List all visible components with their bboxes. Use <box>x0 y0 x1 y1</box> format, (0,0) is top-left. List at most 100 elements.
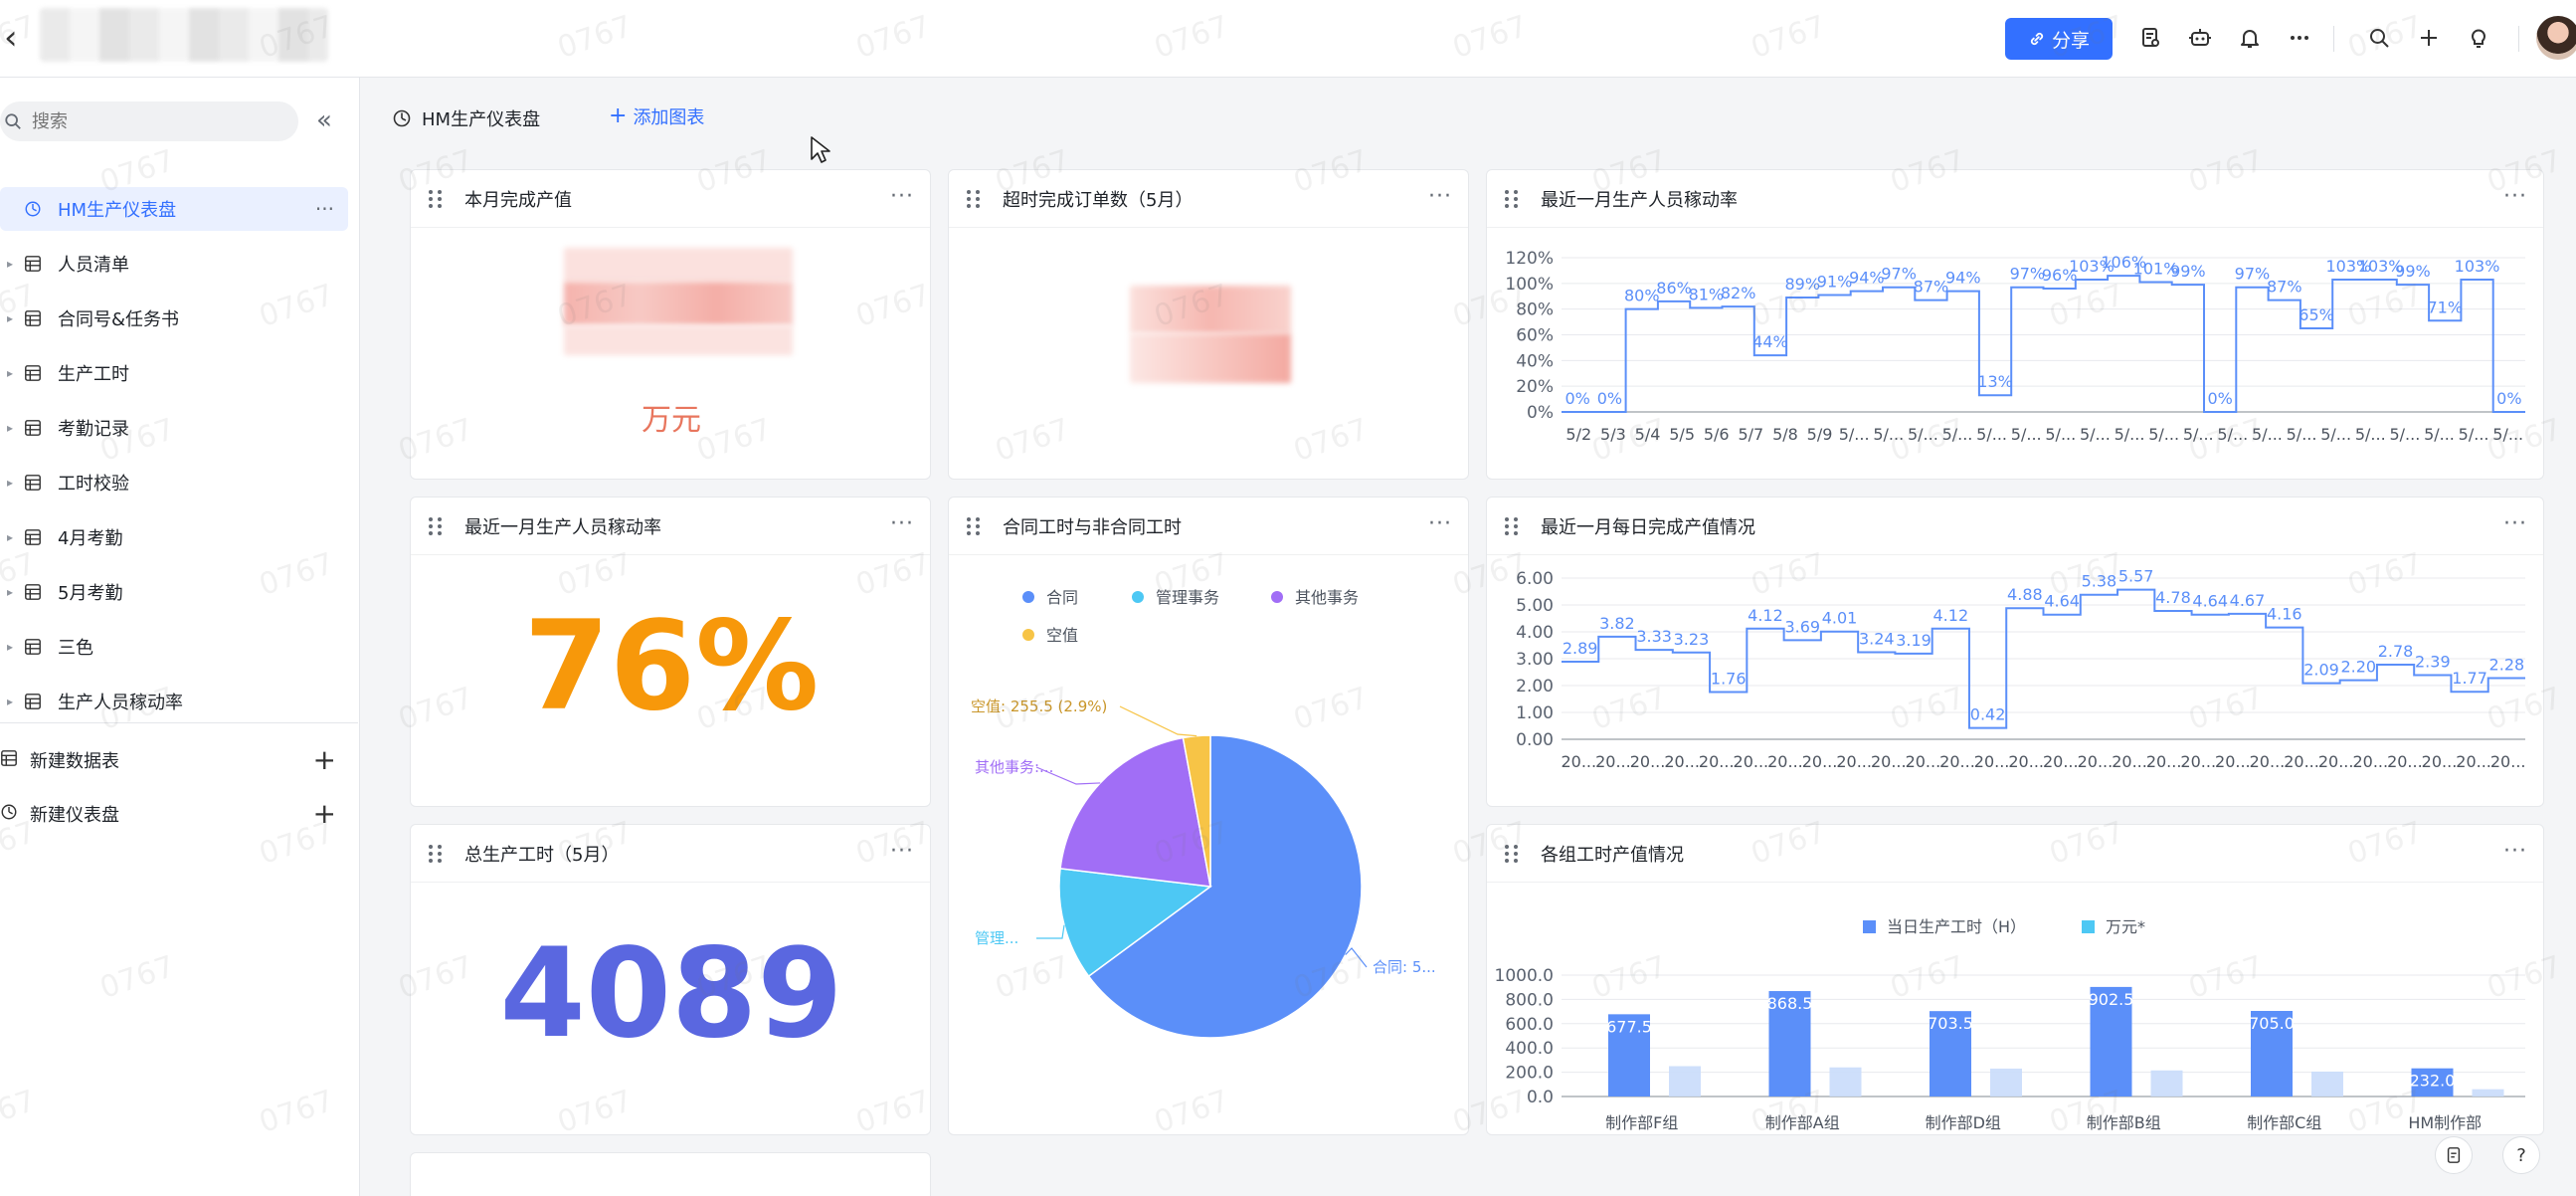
document-icon[interactable] <box>2134 22 2166 54</box>
collapse-sidebar-icon[interactable]: « <box>316 105 332 135</box>
x-tick-label: 5/... <box>1873 425 1904 444</box>
data-label: 65% <box>2299 305 2334 324</box>
data-label: 96% <box>2042 266 2078 285</box>
sidebar-item-label: 三色 <box>58 638 93 659</box>
drag-handle-icon[interactable] <box>967 516 985 535</box>
plus-icon[interactable]: + <box>312 743 336 776</box>
card-utilization-kpi[interactable]: 最近一月生产人员稼动率 ··· 76% <box>410 497 931 807</box>
caret-right-icon[interactable]: ▸ <box>6 585 14 599</box>
sidebar-item[interactable]: ▸ 三色 <box>0 625 350 669</box>
x-tick-label: 20... <box>2250 752 2286 771</box>
label-leader-line <box>1345 947 1368 968</box>
drag-handle-icon[interactable] <box>967 189 985 208</box>
legend-label: 当日生产工时（H） <box>1887 917 2026 936</box>
x-tick-label: 20... <box>1767 752 1803 771</box>
x-tick-label: 5/... <box>2287 425 2317 444</box>
drag-handle-icon[interactable] <box>429 516 447 535</box>
document-icon[interactable] <box>2435 1136 2473 1174</box>
legend-label: 合同 <box>1046 588 1078 607</box>
plus-icon[interactable] <box>2413 22 2445 54</box>
y-tick-label: 100% <box>1505 275 1554 295</box>
data-label: 82% <box>1721 284 1756 302</box>
legend-marker <box>2082 920 2095 933</box>
x-tick-label: 20... <box>2180 752 2216 771</box>
pie-slice <box>1058 868 1212 978</box>
search-input[interactable] <box>32 110 271 132</box>
sidebar-item-label: HM生产仪表盘 <box>58 200 177 221</box>
sidebar-item[interactable]: ▸ 工时校验 <box>0 461 350 504</box>
caret-right-icon[interactable]: ▸ <box>6 530 14 544</box>
x-tick-label: 5/8 <box>1772 425 1798 444</box>
data-label: 44% <box>1752 332 1788 351</box>
card-monthly-output[interactable]: 本月完成产值 ··· 万元 <box>410 169 931 480</box>
data-label: 4.64 <box>2192 592 2228 611</box>
data-label: 103% <box>2455 257 2500 276</box>
drag-handle-icon[interactable] <box>429 844 447 863</box>
more-icon[interactable]: ··· <box>2503 184 2527 209</box>
robot-icon[interactable] <box>2184 22 2216 54</box>
more-icon[interactable]: ··· <box>890 184 914 209</box>
card-partial[interactable] <box>410 1152 931 1196</box>
data-label: 5.38 <box>2082 572 2117 591</box>
caret-right-icon[interactable]: ▸ <box>6 311 14 325</box>
card-utilization-chart[interactable]: 最近一月生产人员稼动率 ··· 0% 20% 40% 60% 80% 100% 120% 0%… <box>1486 169 2544 480</box>
sidebar-item[interactable]: ▸ 人员清单 <box>0 242 350 286</box>
sidebar-item[interactable]: ▸ 4月考勤 <box>0 515 350 559</box>
new-table-button[interactable]: 新建数据表 + <box>0 738 350 782</box>
drag-handle-icon[interactable] <box>1505 189 1523 208</box>
drag-handle-icon[interactable] <box>1505 844 1523 863</box>
caret-right-icon[interactable]: ▸ <box>6 421 14 435</box>
search-icon[interactable] <box>2363 22 2395 54</box>
caret-right-icon[interactable]: ▸ <box>6 640 14 654</box>
more-icon[interactable]: ··· <box>890 839 914 864</box>
drag-handle-icon[interactable] <box>1505 516 1523 535</box>
more-icon[interactable]: ··· <box>890 511 914 536</box>
sidebar-item[interactable]: ▸ 5月考勤 <box>0 570 350 614</box>
card-group-hours[interactable]: 各组工时产值情况 ··· 当日生产工时（H） 万元* 0.0 200.0 400.0 60… <box>1486 824 2544 1135</box>
caret-right-icon[interactable]: ▸ <box>6 366 14 380</box>
caret-right-icon[interactable]: ▸ <box>6 476 14 490</box>
card-overdue-orders[interactable]: 超时完成订单数（5月） ··· <box>948 169 1469 480</box>
data-label: 3.24 <box>1859 630 1895 649</box>
lightbulb-icon[interactable] <box>2463 22 2494 54</box>
sidebar-item[interactable]: ▸ 考勤记录 <box>0 406 350 450</box>
x-tick-label: 5/4 <box>1635 425 1661 444</box>
drag-handle-icon[interactable] <box>429 189 447 208</box>
sidebar-item[interactable]: ▸ 生产人员稼动率 <box>0 680 350 723</box>
data-label: 94% <box>1849 269 1885 288</box>
plus-icon[interactable]: + <box>312 797 336 830</box>
more-icon[interactable]: ··· <box>1428 184 1452 209</box>
sidebar-item[interactable]: HM生产仪表盘 ··· <box>0 187 348 231</box>
x-tick-label: 5/2 <box>1565 425 1591 444</box>
user-avatar[interactable] <box>2536 16 2576 60</box>
data-label: 3.82 <box>1599 614 1635 633</box>
more-icon[interactable]: ··· <box>2503 839 2527 864</box>
caret-right-icon[interactable]: ▸ <box>6 695 14 708</box>
caret-right-icon[interactable]: ▸ <box>6 257 14 271</box>
back-arrow-icon[interactable]: ‹ <box>4 18 18 58</box>
more-icon[interactable]: ··· <box>314 197 334 221</box>
data-label: 3.33 <box>1636 627 1672 646</box>
x-tick-label: 20... <box>2215 752 2251 771</box>
x-tick-label: 制作部F组 <box>1605 1113 1678 1132</box>
sidebar-item[interactable]: ▸ 生产工时 <box>0 351 350 395</box>
sidebar-item[interactable]: ▸ 合同号&任务书 <box>0 297 350 340</box>
new-dashboard-button[interactable]: 新建仪表盘 + <box>0 792 350 836</box>
more-icon[interactable]: ··· <box>1428 511 1452 536</box>
more-icon[interactable] <box>2284 22 2315 54</box>
x-tick-label: 20... <box>1561 752 1596 771</box>
share-button[interactable]: 分享 <box>2005 18 2113 60</box>
legend-label: 空值 <box>1046 626 1078 645</box>
bell-icon[interactable] <box>2234 22 2266 54</box>
y-tick-label: 5.00 <box>1516 596 1554 616</box>
card-contract-hours[interactable]: 合同工时与非合同工时 ··· 合同 管理事务 其他事务 空值 合同: 5... 管理...… <box>948 497 1469 1135</box>
help-icon[interactable]: ? <box>2502 1136 2540 1174</box>
legend-marker <box>1271 591 1283 603</box>
card-header: 最近一月生产人员稼动率 ··· <box>411 498 930 555</box>
card-daily-output[interactable]: 最近一月每日完成产值情况 ··· 0.00 1.00 2.00 3.00 4.00 5.0… <box>1486 497 2544 807</box>
dashboard-header: HM生产仪表盘 <box>392 100 540 137</box>
add-chart-button[interactable]: + 添加图表 <box>609 103 704 129</box>
card-total-hours[interactable]: 总生产工时（5月） ··· 4089 <box>410 824 931 1135</box>
legend-marker <box>1132 591 1144 603</box>
more-icon[interactable]: ··· <box>2503 511 2527 536</box>
